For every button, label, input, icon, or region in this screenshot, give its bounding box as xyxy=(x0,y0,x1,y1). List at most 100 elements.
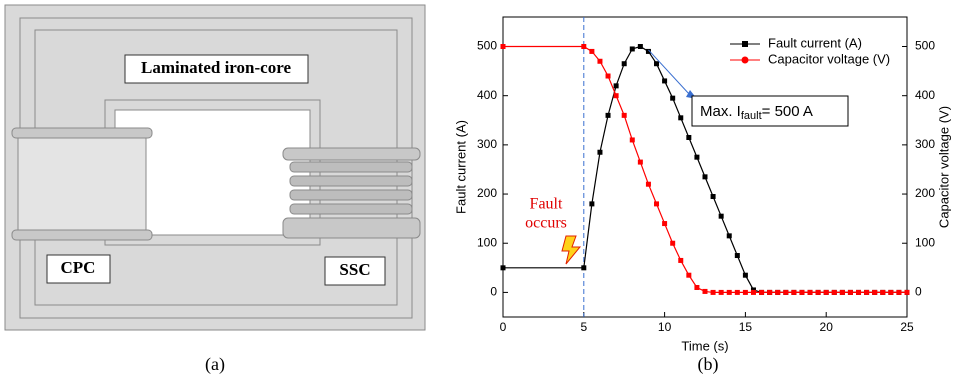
series-marker xyxy=(735,290,740,295)
series-marker xyxy=(678,258,683,263)
series-marker xyxy=(816,290,821,295)
series-marker xyxy=(646,182,651,187)
x-tick-label: 0 xyxy=(500,320,507,334)
series-marker xyxy=(606,74,611,79)
series-marker xyxy=(808,290,813,295)
series-marker xyxy=(711,194,716,199)
series-marker xyxy=(856,290,861,295)
series-marker xyxy=(791,290,796,295)
lightning-icon xyxy=(562,236,580,264)
series-marker xyxy=(589,201,594,206)
legend-label: Capacitor voltage (V) xyxy=(768,51,890,66)
series-marker xyxy=(775,290,780,295)
y-tick-label: 500 xyxy=(477,39,497,53)
series-marker xyxy=(735,253,740,258)
series-marker xyxy=(864,290,869,295)
series-marker xyxy=(638,160,643,165)
series-marker xyxy=(654,201,659,206)
max-label-part: = 500 A xyxy=(762,103,813,120)
series-marker xyxy=(581,265,586,270)
legend-marker xyxy=(742,41,748,47)
series-marker xyxy=(686,135,691,140)
x-tick-label: 5 xyxy=(580,320,587,334)
legend-label: Fault current (A) xyxy=(768,35,862,50)
series-line xyxy=(503,47,907,293)
series-marker xyxy=(767,290,772,295)
y2-tick-label: 500 xyxy=(915,39,935,53)
series-marker xyxy=(630,46,635,51)
x-axis-label: Time (s) xyxy=(681,338,728,353)
y2-tick-label: 300 xyxy=(915,137,935,151)
series-marker xyxy=(719,214,724,219)
series-marker xyxy=(654,61,659,66)
x-tick-label: 15 xyxy=(739,320,753,334)
series-marker xyxy=(678,115,683,120)
fault-label: Fault xyxy=(530,196,563,213)
page: {"panel_a":{"labels":["Laminated iron-co… xyxy=(0,0,953,382)
core-label: Laminated iron-core xyxy=(141,58,291,77)
series-marker xyxy=(581,44,586,49)
series-marker xyxy=(719,290,724,295)
series-marker xyxy=(589,49,594,54)
x-tick-label: 10 xyxy=(658,320,672,334)
series-marker xyxy=(670,96,675,101)
series-marker xyxy=(622,61,627,66)
series-marker xyxy=(880,290,885,295)
series-marker xyxy=(751,290,756,295)
series-marker xyxy=(905,290,910,295)
y-axis-label: Fault current (A) xyxy=(453,120,468,214)
caption-b: (b) xyxy=(698,354,719,375)
series-marker xyxy=(743,290,748,295)
series-marker xyxy=(630,137,635,142)
series-marker xyxy=(501,44,506,49)
iron-core-render xyxy=(5,5,425,330)
series-marker xyxy=(703,174,708,179)
series-marker xyxy=(638,44,643,49)
series-marker xyxy=(622,113,627,118)
series-marker xyxy=(614,83,619,88)
series-marker xyxy=(694,155,699,160)
series-line xyxy=(503,47,907,293)
y-tick-label: 300 xyxy=(477,137,497,151)
series-marker xyxy=(711,290,716,295)
max-label-part: fault xyxy=(741,110,762,122)
series-marker xyxy=(840,290,845,295)
y2-tick-label: 0 xyxy=(915,285,922,299)
series-marker xyxy=(799,290,804,295)
series-marker xyxy=(686,273,691,278)
max-arrow xyxy=(648,50,690,95)
series-marker xyxy=(759,290,764,295)
fault-label: occurs xyxy=(525,215,567,232)
legend-marker xyxy=(742,57,749,64)
series-marker xyxy=(694,285,699,290)
series-marker xyxy=(670,241,675,246)
series-marker xyxy=(662,221,667,226)
series-marker xyxy=(703,289,708,294)
series-marker xyxy=(597,150,602,155)
y2-tick-label: 100 xyxy=(915,235,935,249)
figure: Laminated iron-core CPC SSC (a) (b) 0510… xyxy=(0,0,953,382)
cpc-label: CPC xyxy=(61,258,96,277)
series-marker xyxy=(832,290,837,295)
series-marker xyxy=(848,290,853,295)
series-marker xyxy=(872,290,877,295)
y2-tick-label: 400 xyxy=(915,88,935,102)
series-marker xyxy=(597,59,602,64)
series-marker xyxy=(662,78,667,83)
y2-tick-label: 200 xyxy=(915,186,935,200)
series-marker xyxy=(824,290,829,295)
x-tick-label: 20 xyxy=(820,320,834,334)
series-marker xyxy=(783,290,788,295)
series-marker xyxy=(896,290,901,295)
y-tick-label: 200 xyxy=(477,186,497,200)
series-marker xyxy=(727,233,732,238)
max-label-part: Max. I xyxy=(700,103,741,120)
series-marker xyxy=(888,290,893,295)
series-marker xyxy=(743,273,748,278)
y-tick-label: 0 xyxy=(490,285,497,299)
y2-axis-label: Capacitor voltage (V) xyxy=(936,106,951,228)
y-tick-label: 100 xyxy=(477,235,497,249)
x-tick-label: 25 xyxy=(900,320,914,334)
ssc-label: SSC xyxy=(339,260,370,279)
